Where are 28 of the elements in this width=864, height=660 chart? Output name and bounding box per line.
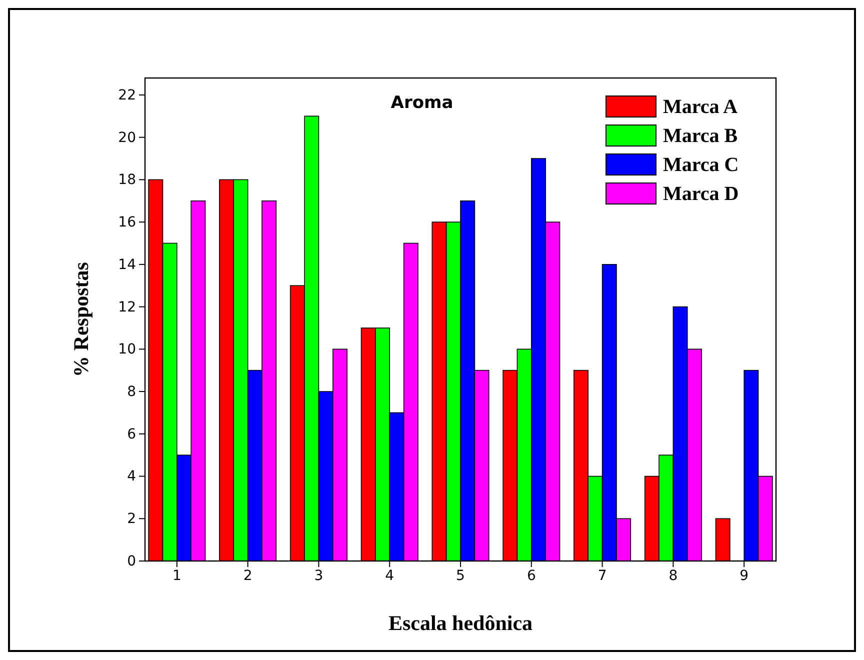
x-tick-label: 5 <box>456 568 465 584</box>
y-tick-label: 12 <box>118 299 136 316</box>
x-tick-label: 4 <box>385 568 394 584</box>
y-tick-label: 0 <box>127 553 136 570</box>
y-tick-label: 4 <box>127 468 136 485</box>
legend-label: Marca C <box>663 154 739 176</box>
y-tick-label: 18 <box>118 172 136 188</box>
text: Aroma <box>390 93 454 113</box>
y-tick-label: 6 <box>127 426 136 442</box>
x-tick-label: 9 <box>740 568 749 584</box>
y-tick-label: 2 <box>127 511 136 528</box>
x-tick-label: 3 <box>314 568 324 584</box>
x-tick-label: 1 <box>172 568 182 584</box>
x-tick-label: 6 <box>526 568 536 584</box>
legend-label: Marca B <box>663 125 738 147</box>
y-axis-title: % Respostas <box>69 262 93 377</box>
y-tick-label: 20 <box>118 130 136 146</box>
y-tick-label: 14 <box>118 256 136 273</box>
x-axis-title: Escala hedônica <box>388 611 534 635</box>
y-tick-label: 8 <box>127 384 136 400</box>
x-tick-label: 7 <box>598 568 607 584</box>
y-tick-label: 16 <box>118 214 136 231</box>
x-tick-label: 2 <box>243 568 252 584</box>
y-tick-label: 10 <box>118 342 136 358</box>
legend-label: Marca D <box>663 183 739 205</box>
y-tick-label: 22 <box>118 87 136 104</box>
legend-label: Marca A <box>663 96 738 118</box>
x-tick-label: 8 <box>668 568 678 584</box>
